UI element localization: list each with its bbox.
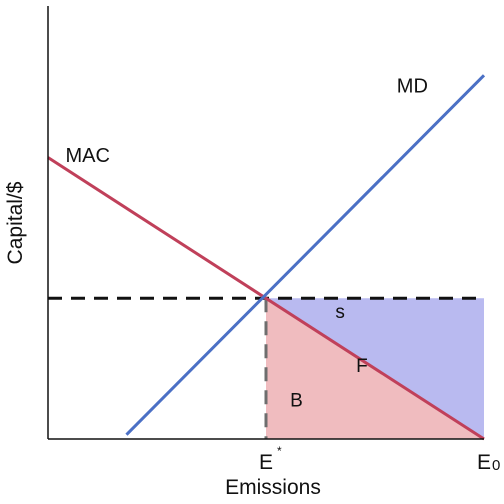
- md-line: [125, 74, 486, 436]
- x-tick-superscript-0: *: [277, 444, 282, 458]
- x-tick-subscript-1: 0: [492, 457, 500, 474]
- region-label-f: F: [356, 356, 368, 377]
- axes: [47, 6, 484, 440]
- curve-label-md: MD: [397, 76, 428, 98]
- x-axis-title: Emissions: [225, 476, 321, 499]
- x-tick-label-0: E: [259, 451, 273, 474]
- region-label-b: B: [290, 391, 303, 412]
- y-axis-title: Capital/$: [4, 181, 27, 264]
- mac-line: [47, 156, 485, 441]
- region-label-s: s: [335, 302, 345, 323]
- curves: [47, 74, 486, 441]
- x-tick-label-1: E: [477, 451, 491, 474]
- curve-label-mac: MAC: [65, 145, 109, 167]
